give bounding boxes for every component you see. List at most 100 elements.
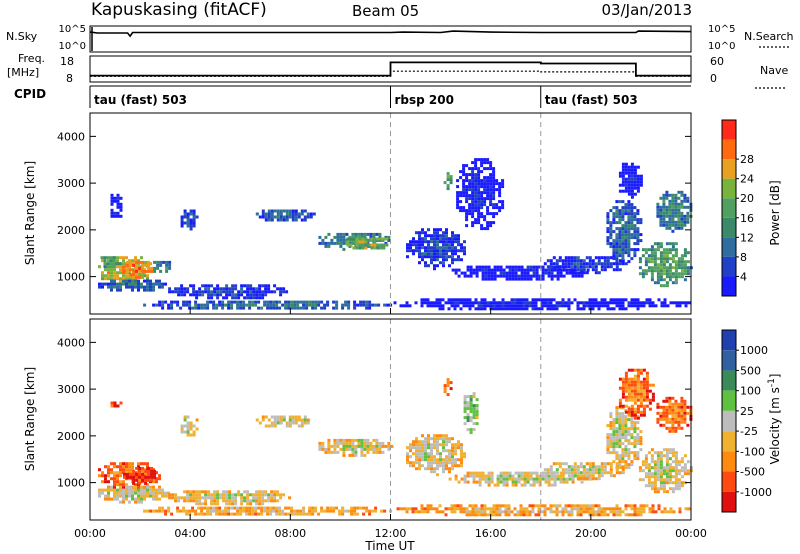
velocity-cell: [460, 443, 463, 447]
power-cell: [210, 293, 214, 297]
velocity-cell: [639, 386, 643, 390]
power-cell: [141, 275, 145, 279]
power-cell: [468, 179, 472, 183]
velocity-cell: [624, 460, 628, 464]
power-cell: [665, 272, 669, 276]
power-cell: [345, 232, 349, 236]
power-cell: [255, 287, 259, 291]
velocity-cell: [113, 474, 116, 478]
velocity-cell: [442, 464, 445, 468]
velocity-cell: [192, 496, 196, 500]
velocity-cell: [330, 444, 334, 448]
power-cell: [674, 242, 678, 246]
power-cell: [624, 180, 628, 184]
power-cell: [245, 303, 249, 307]
power-cell: [131, 279, 134, 283]
velocity-cell: [665, 399, 669, 403]
power-cell: [612, 245, 616, 249]
power-cell: [471, 304, 475, 308]
power-cell: [234, 293, 238, 297]
velocity-cell: [234, 493, 238, 497]
velocity-cell: [573, 471, 577, 475]
velocity-cell: [597, 474, 601, 478]
power-cell: [606, 242, 610, 246]
velocity-cell: [171, 496, 175, 500]
velocity-cell: [492, 510, 496, 514]
velocity-cell: [273, 496, 277, 500]
velocity-cell: [624, 504, 628, 508]
power-cell: [615, 301, 619, 305]
velocity-cell: [345, 441, 349, 445]
power-cell: [297, 212, 301, 216]
power-cell: [445, 231, 448, 235]
velocity-cell: [192, 424, 196, 428]
power-cell: [577, 271, 581, 275]
velocity-echo-region-11: [463, 392, 479, 435]
velocity-cell: [122, 483, 125, 487]
velocity-cell: [642, 398, 646, 402]
power-cell: [647, 260, 651, 264]
power-cell: [489, 194, 493, 198]
velocity-cell: [469, 428, 473, 432]
power-cell: [421, 240, 424, 244]
power-cell: [630, 236, 634, 240]
power-cell: [474, 182, 478, 186]
power-cell: [194, 303, 198, 307]
power-cell: [644, 248, 648, 252]
power-cell: [146, 285, 149, 289]
velocity-cell: [668, 396, 672, 400]
velocity-echo-region-15: [618, 368, 655, 420]
velocity-cell: [538, 483, 542, 487]
power-cell: [98, 265, 101, 269]
power-cell: [606, 230, 610, 234]
power-cell: [624, 171, 628, 175]
power-cell: [674, 199, 678, 203]
power-cell: [361, 240, 365, 244]
power-cell: [633, 180, 637, 184]
power-cell: [418, 255, 421, 259]
power-cell: [279, 287, 283, 291]
power-cell: [656, 257, 660, 261]
velocity-cell: [186, 421, 190, 425]
velocity-cell: [132, 481, 136, 485]
power-cell: [508, 268, 512, 272]
power-cell: [492, 176, 496, 180]
power-cell: [588, 304, 592, 308]
velocity-cell: [612, 421, 616, 425]
velocity-colorbar-swatch-4: [722, 410, 736, 432]
velocity-cell: [543, 513, 547, 517]
velocity-cell: [293, 509, 297, 513]
velocity-cell: [242, 506, 246, 510]
power-cell: [408, 304, 412, 308]
velocity-cell: [273, 490, 277, 494]
power-cell: [469, 274, 473, 278]
velocity-cell: [421, 455, 424, 459]
velocity-cell: [636, 442, 640, 446]
velocity-cell: [255, 490, 259, 494]
power-cell: [489, 164, 493, 168]
power-cell: [621, 180, 625, 184]
power-cell: [122, 282, 125, 286]
velocity-cell: [630, 418, 634, 422]
velocity-cell: [570, 507, 574, 511]
power-cell: [612, 248, 616, 252]
velocity-cell: [263, 509, 267, 513]
power-cell: [436, 231, 439, 235]
velocity-cell: [671, 429, 675, 433]
velocity-cell: [671, 414, 675, 418]
power-cell: [680, 202, 684, 206]
power-cell: [672, 301, 676, 305]
power-cell: [659, 251, 663, 255]
velocity-cell: [267, 493, 271, 497]
velocity-cell: [439, 464, 442, 468]
power-cell: [107, 259, 110, 263]
power-cell: [110, 282, 113, 286]
velocity-cell: [654, 510, 658, 514]
velocity-cell: [627, 418, 631, 422]
velocity-cell: [538, 474, 542, 478]
power-cell: [588, 259, 592, 263]
velocity-cell: [680, 402, 684, 406]
velocity-cell: [615, 442, 619, 446]
power-cell: [636, 180, 640, 184]
